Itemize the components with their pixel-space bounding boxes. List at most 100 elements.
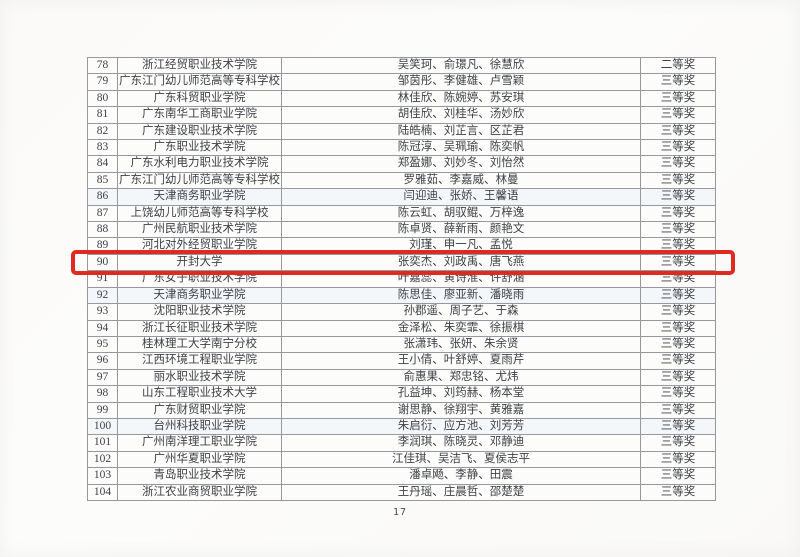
table-row: 93 沈阳职业技术学院 孙郡遥、周子艺、于森 三等奖 xyxy=(87,303,716,321)
student-names-cell: 金泽松、朱奕霏、徐振棋 xyxy=(281,319,641,337)
row-number-cell: 96 xyxy=(87,352,118,370)
row-number-cell: 101 xyxy=(87,434,118,452)
institution-cell: 桂林理工大学南宁分校 xyxy=(117,335,282,354)
table-row: 104 浙江农业商贸职业学院 王丹瑶、庄晨哲、邵楚楚 三等奖 xyxy=(87,483,716,501)
table-row: 81 广东南华工商职业学院 胡佳欣、刘桂华、汤妙欣 三等奖 xyxy=(87,106,716,124)
student-names-cell: 吴笑珂、俞璟凡、徐慧欣 xyxy=(281,56,641,75)
table-row: 102 广州华夏职业学院 江佳琪、吴洁飞、夏侯志平 三等奖 xyxy=(87,450,716,469)
institution-cell: 台州科技职业学院 xyxy=(117,417,282,436)
student-names-cell: 孔益坤、刘筠赫、杨本堂 xyxy=(281,385,641,403)
table-row: 101 广州南洋理工职业学院 李润琪、陈晓灵、邓静迪 三等奖 xyxy=(87,434,716,452)
student-names-cell: 陆皓楠、刘芷言、区芷君 xyxy=(281,122,641,141)
institution-cell: 广东职业技术学院 xyxy=(117,139,282,157)
student-names-cell: 陈思佳、廖亚新、潘晓雨 xyxy=(281,286,641,305)
row-number-cell: 88 xyxy=(87,221,118,239)
award-level-cell: 三等奖 xyxy=(640,204,716,223)
table-row: 86 天津商务职业学院 闫迎迪、张娇、王馨语 三等奖 xyxy=(87,188,716,206)
institution-cell: 广东南华工商职业学院 xyxy=(117,106,282,124)
award-level-cell: 三等奖 xyxy=(640,155,716,173)
table-row: 100 台州科技职业学院 朱启衍、应方池、刘芳芳 三等奖 xyxy=(87,417,716,436)
table-row: 95 桂林理工大学南宁分校 张潇玮、张妍、朱余贤 三等奖 xyxy=(87,335,716,354)
award-level-cell: 三等奖 xyxy=(640,483,716,501)
student-names-cell: 王小倩、叶舒婷、夏雨芹 xyxy=(281,352,641,370)
institution-cell: 浙江长征职业技术学院 xyxy=(117,319,282,337)
student-names-cell: 陈卓贤、薛新雨、颜艳文 xyxy=(281,221,641,239)
table-row: 87 上饶幼儿师范高等专科学校 陈云虹、胡驭鲲、万梓逸 三等奖 xyxy=(87,204,716,223)
table-row: 92 天津商务职业学院 陈思佳、廖亚新、潘晓雨 三等奖 xyxy=(87,286,716,305)
table-row: 82 广东建设职业技术学院 陆皓楠、刘芷言、区芷君 三等奖 xyxy=(87,122,716,141)
institution-cell: 江西环境工程职业学院 xyxy=(117,352,282,370)
award-level-cell: 三等奖 xyxy=(640,401,716,419)
row-number-cell: 95 xyxy=(87,335,118,354)
student-names-cell: 陈云虹、胡驭鲲、万梓逸 xyxy=(281,204,641,223)
student-names-cell: 俞惠果、郑忠铭、尤炜 xyxy=(281,368,641,387)
row-number-cell: 83 xyxy=(87,139,118,157)
award-level-cell: 三等奖 xyxy=(640,122,716,141)
institution-cell: 广州南洋理工职业学院 xyxy=(117,434,282,452)
row-number-cell: 93 xyxy=(87,303,118,321)
row-number-cell: 82 xyxy=(87,122,118,141)
award-level-cell: 二等奖 xyxy=(640,56,716,75)
row-number-cell: 80 xyxy=(87,89,118,108)
award-level-cell: 三等奖 xyxy=(640,417,716,436)
table-row: 78 浙江经贸职业技术学院 吴笑珂、俞璟凡、徐慧欣 二等奖 xyxy=(87,56,716,75)
table-row: 80 广东科贸职业学院 林佳欣、陈婉婷、苏安琪 三等奖 xyxy=(87,89,716,108)
award-level-cell: 三等奖 xyxy=(640,368,716,387)
institution-cell: 广州民航职业技术学院 xyxy=(117,221,282,239)
table-row: 84 广东水利电力职业技术学院 郑盈娜、刘妙冬、刘怡然 三等奖 xyxy=(87,155,716,173)
table-row: 97 丽水职业技术学院 俞惠果、郑忠铭、尤炜 三等奖 xyxy=(87,368,716,387)
institution-cell: 广东建设职业技术学院 xyxy=(117,122,282,141)
award-level-cell: 三等奖 xyxy=(640,73,716,91)
institution-cell: 广东江门幼儿师范高等专科学校 xyxy=(117,73,282,91)
student-names-cell: 潘卓飏、李静、田震 xyxy=(281,467,641,485)
student-names-cell: 王丹瑶、庄晨哲、邵楚楚 xyxy=(281,483,641,501)
award-level-cell: 三等奖 xyxy=(640,89,716,108)
table-row: 96 江西环境工程职业学院 王小倩、叶舒婷、夏雨芹 三等奖 xyxy=(87,352,716,370)
row-number-cell: 92 xyxy=(87,286,118,305)
student-names-cell: 陈冠淳、吴珮瑜、陈奕帆 xyxy=(281,139,641,157)
award-level-cell: 三等奖 xyxy=(640,253,716,272)
institution-cell: 广东财贸职业学院 xyxy=(117,401,282,419)
institution-cell: 沈阳职业技术学院 xyxy=(117,303,282,321)
institution-cell: 丽水职业技术学院 xyxy=(117,368,282,387)
row-number-cell: 97 xyxy=(87,368,118,387)
institution-cell: 浙江经贸职业技术学院 xyxy=(117,56,282,75)
award-level-cell: 三等奖 xyxy=(640,171,716,190)
table-row: 99 广东财贸职业学院 谢思静、徐翔宇、黄雅嘉 三等奖 xyxy=(87,401,716,419)
award-level-cell: 三等奖 xyxy=(640,467,716,485)
student-names-cell: 朱启衍、应方池、刘芳芳 xyxy=(281,417,641,436)
institution-cell: 青岛职业技术学院 xyxy=(117,467,282,485)
award-level-cell: 三等奖 xyxy=(640,188,716,206)
table-row: 83 广东职业技术学院 陈冠淳、吴珮瑜、陈奕帆 三等奖 xyxy=(87,139,716,157)
student-names-cell: 罗雅茹、李嘉威、林曼 xyxy=(281,171,641,190)
award-level-cell: 三等奖 xyxy=(640,335,716,354)
row-number-cell: 85 xyxy=(87,171,118,190)
award-level-cell: 三等奖 xyxy=(640,286,716,305)
page-number: 17 xyxy=(392,507,408,518)
award-level-cell: 三等奖 xyxy=(640,139,716,157)
student-names-cell: 邹茵彤、李健雄、卢雪颖 xyxy=(281,73,641,91)
student-names-cell: 张奕杰、刘政禹、唐飞燕 xyxy=(281,253,641,272)
institution-cell: 广州华夏职业学院 xyxy=(117,450,282,469)
institution-cell: 广东科贸职业学院 xyxy=(117,89,282,108)
institution-cell: 广东江门幼儿师范高等专科学校 xyxy=(117,171,282,190)
award-level-cell: 三等奖 xyxy=(640,385,716,403)
row-number-cell: 78 xyxy=(87,56,118,75)
row-number-cell: 104 xyxy=(87,483,118,501)
institution-cell: 山东工程职业技术大学 xyxy=(117,385,282,403)
institution-cell: 天津商务职业学院 xyxy=(117,188,282,206)
institution-cell: 广东水利电力职业技术学院 xyxy=(117,155,282,173)
student-names-cell: 郑盈娜、刘妙冬、刘怡然 xyxy=(281,155,641,173)
award-level-cell: 三等奖 xyxy=(640,319,716,337)
award-level-cell: 三等奖 xyxy=(640,434,716,452)
institution-cell: 上饶幼儿师范高等专科学校 xyxy=(117,204,282,223)
row-number-cell: 103 xyxy=(87,467,118,485)
award-level-cell: 三等奖 xyxy=(640,106,716,124)
student-names-cell: 谢思静、徐翔宇、黄雅嘉 xyxy=(281,401,641,419)
award-level-cell: 三等奖 xyxy=(640,450,716,469)
red-highlight-annotation xyxy=(71,250,735,275)
row-number-cell: 100 xyxy=(87,417,118,436)
institution-cell: 天津商务职业学院 xyxy=(117,286,282,305)
student-names-cell: 孙郡遥、周子艺、于森 xyxy=(281,303,641,321)
